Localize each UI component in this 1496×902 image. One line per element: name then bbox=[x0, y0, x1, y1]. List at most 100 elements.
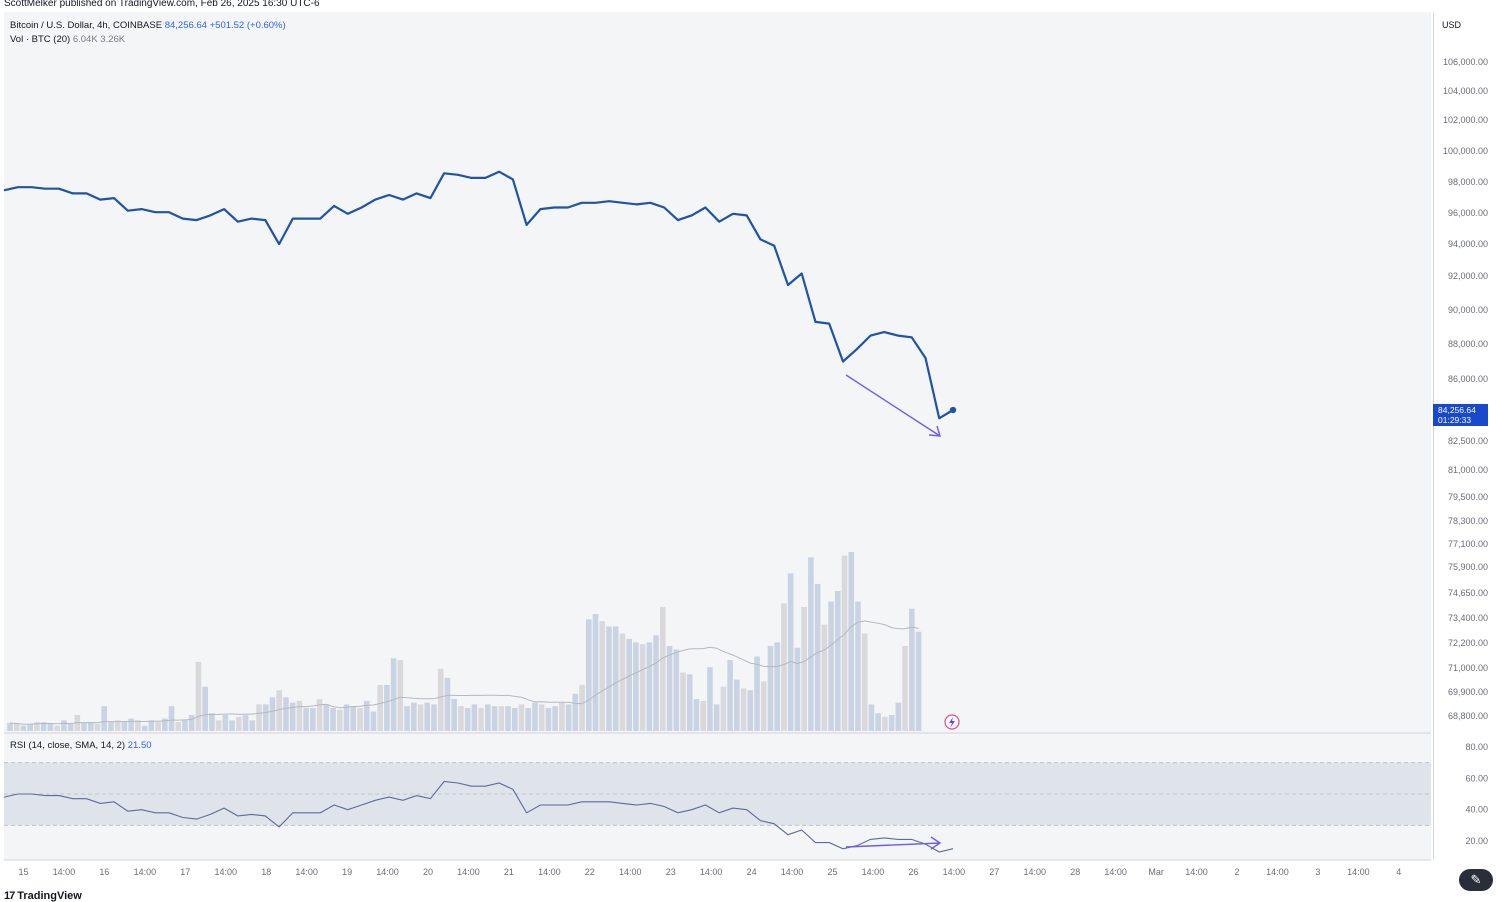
volume-bar bbox=[882, 716, 888, 731]
lightning-bolt bbox=[949, 717, 955, 728]
time-tick-label: 14:00 bbox=[943, 867, 966, 877]
volume-bar bbox=[478, 707, 484, 731]
rsi-line bbox=[3, 780, 954, 853]
volume-label[interactable]: Vol · BTC (20) bbox=[10, 34, 71, 45]
legend-price: 84,256.64 bbox=[164, 20, 207, 31]
price-tick-label: 72,200.00 bbox=[1448, 638, 1488, 648]
price-tick-label: 100,000.00 bbox=[1443, 146, 1488, 156]
symbol-title[interactable]: Bitcoin / U.S. Dollar, 4h, COINBASE bbox=[10, 20, 163, 31]
volume-bar bbox=[787, 573, 794, 731]
volume-bar bbox=[256, 704, 262, 731]
time-tick-label: 25 bbox=[827, 867, 837, 877]
time-tick-label: 14:00 bbox=[53, 867, 76, 877]
volume-bar bbox=[330, 707, 336, 731]
price-tick-label: 102,000.00 bbox=[1443, 115, 1488, 125]
volume-bar bbox=[249, 720, 256, 731]
volume-bar bbox=[411, 702, 417, 731]
volume-bar bbox=[296, 700, 303, 731]
time-tick-label: 14:00 bbox=[1347, 867, 1370, 877]
time-tick-label: 23 bbox=[666, 867, 676, 877]
time-tick-label: 18 bbox=[261, 867, 271, 877]
volume-bar bbox=[202, 686, 208, 731]
volume-bar bbox=[666, 645, 673, 731]
rsi-tick-label: 40.00 bbox=[1465, 805, 1488, 815]
volume-bar bbox=[565, 704, 572, 731]
volume-bar bbox=[585, 619, 592, 731]
time-tick-label: 14:00 bbox=[1023, 867, 1046, 877]
volume-bar bbox=[794, 647, 801, 731]
volume-bar bbox=[168, 706, 175, 731]
price-scale[interactable] bbox=[1433, 12, 1496, 860]
volume-bar bbox=[814, 583, 821, 731]
rsi-label[interactable]: RSI (14, close, SMA, 14, 2) bbox=[10, 740, 126, 751]
price-tick-label: 77,100.00 bbox=[1448, 539, 1488, 549]
currency-selector[interactable]: USD bbox=[1437, 16, 1492, 34]
volume-bar bbox=[262, 704, 269, 731]
volume-bar bbox=[915, 631, 922, 731]
price-tick-label: 98,000.00 bbox=[1448, 177, 1488, 187]
volume-bar bbox=[888, 715, 895, 731]
price-divergence-arrow bbox=[845, 374, 941, 437]
tradingview-footer[interactable]: 17 TradingView bbox=[4, 890, 82, 902]
volume-bar bbox=[579, 684, 585, 731]
last-price-value: 84,256.64 bbox=[1438, 405, 1476, 415]
tradingview-logo-icon: 17 bbox=[4, 890, 15, 902]
volume-bar bbox=[801, 606, 807, 731]
price-tick-label: 71,000.00 bbox=[1448, 663, 1488, 673]
volume-bar bbox=[451, 699, 457, 731]
volume-bar bbox=[215, 720, 222, 731]
volume-bar bbox=[303, 707, 309, 731]
volume-bar bbox=[653, 635, 659, 731]
volume-bar bbox=[283, 697, 289, 731]
time-tick-label: 22 bbox=[585, 867, 595, 877]
volume-bar bbox=[619, 633, 626, 731]
volume-bar bbox=[660, 606, 666, 731]
volume-bar bbox=[148, 720, 155, 731]
volume-bar bbox=[289, 702, 296, 731]
price-tick-label: 104,000.00 bbox=[1443, 86, 1488, 96]
volume-bar bbox=[559, 702, 565, 731]
time-tick-label: 14:00 bbox=[376, 867, 399, 877]
volume-bar bbox=[236, 716, 242, 731]
time-tick-label: 20 bbox=[423, 867, 433, 877]
volume-bar bbox=[61, 720, 67, 731]
rsi-band bbox=[4, 762, 1431, 826]
volume-bar bbox=[693, 699, 700, 731]
price-tick-label: 68,800.00 bbox=[1448, 711, 1488, 721]
volume-bar bbox=[370, 711, 377, 731]
time-tick-label: 14:00 bbox=[862, 867, 885, 877]
volume-bar bbox=[760, 681, 767, 731]
volume-bar bbox=[417, 704, 424, 731]
volume-bar bbox=[895, 702, 902, 731]
volume-bar bbox=[841, 555, 848, 731]
volume-value: 6.04K bbox=[72, 34, 98, 45]
volume-bar bbox=[626, 638, 632, 731]
price-tick-label: 86,000.00 bbox=[1448, 374, 1488, 384]
volume-bar bbox=[276, 690, 282, 731]
volume-bar bbox=[108, 722, 114, 731]
volume-bar bbox=[639, 644, 646, 731]
volume-bar bbox=[821, 624, 828, 731]
volume-bar bbox=[505, 706, 511, 731]
volume-bar bbox=[47, 723, 54, 731]
rsi-tick-label: 60.00 bbox=[1465, 773, 1488, 783]
volume-bar bbox=[323, 704, 330, 731]
volume-bar bbox=[740, 688, 747, 731]
time-tick-label: 15 bbox=[18, 867, 28, 877]
rsi-tick-label: 80.00 bbox=[1465, 742, 1488, 752]
volume-bar bbox=[357, 707, 363, 731]
symbol-legend-row: Bitcoin / U.S. Dollar, 4h, COINBASE 84,2… bbox=[10, 19, 286, 33]
volume-bar bbox=[855, 601, 861, 731]
time-tick-label: 14:00 bbox=[1185, 867, 1208, 877]
rsi-tick-label: 20.00 bbox=[1465, 836, 1488, 846]
countdown-timer: 01:29:33 bbox=[1438, 415, 1472, 425]
volume-bar bbox=[498, 706, 505, 731]
last-price-badge: 84,256.64 01:29:33 bbox=[1433, 404, 1488, 426]
rsi-legend: RSI (14, close, SMA, 14, 2) 21.50 bbox=[10, 740, 152, 751]
volume-bar bbox=[397, 660, 404, 731]
last-price-dot bbox=[949, 406, 957, 414]
volume-bar bbox=[834, 590, 841, 731]
magic-wand-icon[interactable]: ✎ bbox=[1459, 869, 1493, 891]
volume-ma-line bbox=[9, 620, 919, 725]
